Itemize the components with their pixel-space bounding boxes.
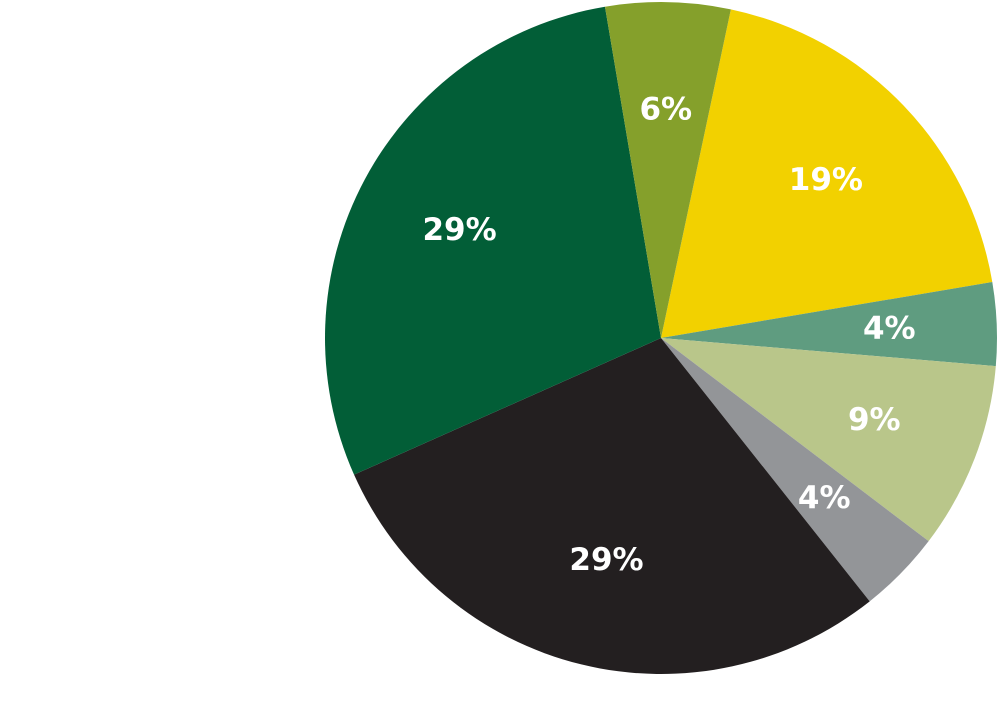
pie-slice-label-2: 4% bbox=[863, 310, 916, 346]
pie-slice-4 bbox=[661, 338, 929, 602]
pie-slice-2 bbox=[661, 281, 997, 367]
pie-slice-label-4: 4% bbox=[798, 480, 851, 516]
pie-slice-3 bbox=[661, 338, 996, 542]
pie-slice-1 bbox=[661, 9, 993, 339]
pie-slice-label-3: 9% bbox=[848, 402, 901, 438]
pie-slice-label-5: 29% bbox=[569, 542, 643, 578]
pie-slices bbox=[325, 2, 997, 675]
pie-slice-6 bbox=[325, 6, 661, 475]
pie-slice-5 bbox=[354, 338, 870, 675]
pie-slice-label-6: 29% bbox=[422, 212, 496, 248]
pie-slice-label-7: 6% bbox=[639, 92, 692, 128]
pie-labels: 19% 4% 9% 4% 29% 29% 6% bbox=[422, 92, 915, 578]
pie-slice-7 bbox=[604, 2, 731, 338]
pie-slice-label-1: 19% bbox=[789, 162, 863, 198]
